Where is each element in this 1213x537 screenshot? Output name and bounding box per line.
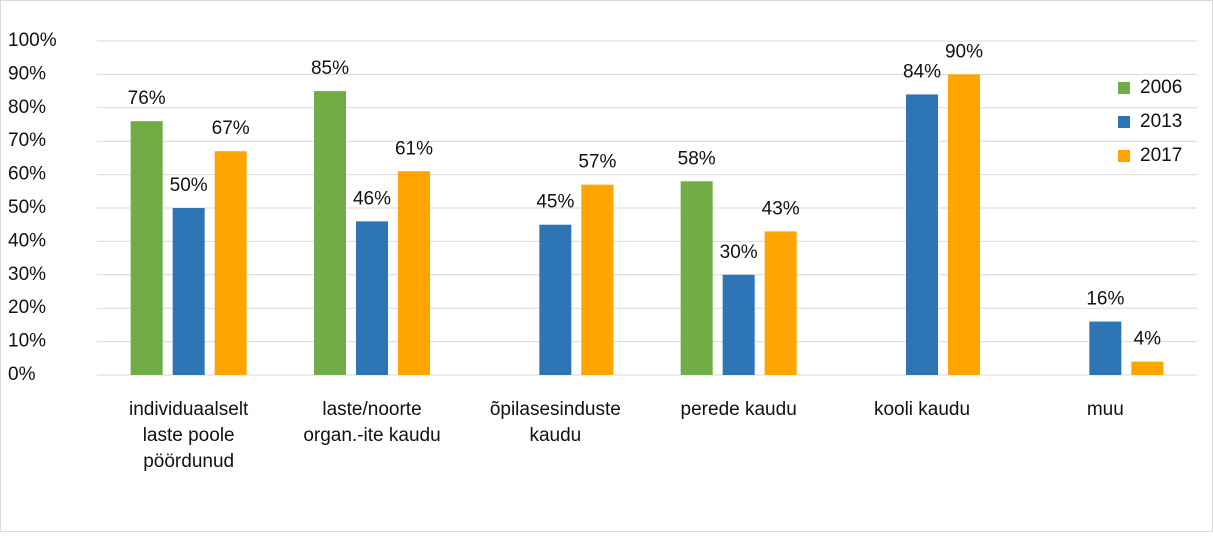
x-tick-label: õpilasesinduste kaudu <box>490 399 621 446</box>
y-tick-label: 70% <box>8 130 46 151</box>
value-label: 58% <box>678 148 716 169</box>
value-label: 30% <box>720 242 758 263</box>
value-label: 57% <box>578 152 616 173</box>
value-label: 85% <box>311 58 349 79</box>
x-tick-label-line: kaudu <box>529 425 581 446</box>
x-tick-label-line: perede kaudu <box>681 399 797 420</box>
y-tick-label: 40% <box>8 230 46 251</box>
legend-swatch <box>1118 150 1130 162</box>
y-tick-label: 30% <box>8 264 46 285</box>
x-tick-label-line: muu <box>1087 399 1124 420</box>
bar <box>1131 361 1164 375</box>
value-label: 46% <box>353 188 391 209</box>
bar <box>906 94 938 375</box>
x-tick-label-line: individuaalselt <box>129 399 249 420</box>
legend-swatch <box>1118 116 1130 128</box>
bar <box>581 184 614 375</box>
y-tick-label: 60% <box>8 164 46 185</box>
y-tick-label: 80% <box>8 97 46 118</box>
bar <box>356 221 388 375</box>
y-tick-label: 20% <box>8 297 46 318</box>
bar <box>172 208 205 375</box>
bar <box>764 231 797 375</box>
x-tick-label-line: organ.-ite kaudu <box>303 425 440 446</box>
x-tick-label-line: laste poole <box>143 425 235 446</box>
value-label: 16% <box>1086 289 1124 310</box>
bar <box>130 121 163 375</box>
y-tick-label: 100% <box>8 30 57 51</box>
x-tick-label-line: kooli kaudu <box>874 399 970 420</box>
value-label: 84% <box>903 61 941 82</box>
x-tick-label: perede kaudu <box>681 399 797 420</box>
bar <box>398 171 430 375</box>
x-tick-label-line: laste/noorte <box>322 399 421 420</box>
y-tick-label: 90% <box>8 63 46 84</box>
value-label: 90% <box>945 41 983 62</box>
x-tick-label: individuaalselt laste poole pöördunud <box>129 399 249 472</box>
y-tick-label: 0% <box>8 364 36 385</box>
bar <box>722 274 755 375</box>
bar <box>1089 321 1122 375</box>
y-tick-label: 10% <box>8 331 46 352</box>
legend-swatch <box>1118 82 1130 94</box>
legend-label: 2006 <box>1140 77 1182 98</box>
bar <box>314 91 346 375</box>
value-label: 61% <box>395 138 433 159</box>
legend-label: 2013 <box>1140 111 1182 132</box>
bar <box>948 74 980 376</box>
bar <box>680 181 713 375</box>
value-label: 4% <box>1134 329 1162 350</box>
value-label: 50% <box>170 175 208 196</box>
value-label: 43% <box>762 198 800 219</box>
bar <box>214 151 247 375</box>
value-label: 67% <box>212 118 250 139</box>
y-tick-label: 50% <box>8 197 46 218</box>
x-tick-label: laste/noorte organ.-ite kaudu <box>303 399 440 446</box>
x-tick-label: kooli kaudu <box>874 399 970 420</box>
legend-label: 2017 <box>1140 145 1182 166</box>
x-tick-label-line: õpilasesinduste <box>490 399 621 420</box>
x-tick-label: muu <box>1087 399 1124 420</box>
bar <box>539 224 572 375</box>
x-tick-label-line: pöördunud <box>143 451 234 472</box>
value-label: 76% <box>128 88 166 109</box>
value-label: 45% <box>536 192 574 213</box>
